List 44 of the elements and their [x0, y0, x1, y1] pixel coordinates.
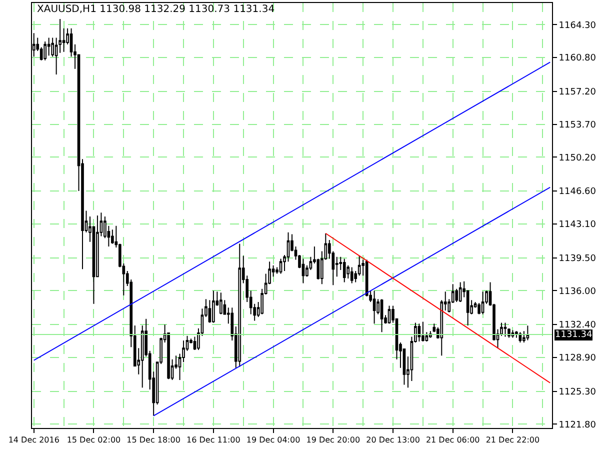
candlestick — [212, 290, 215, 324]
x-tick-label: 16 Dec 11:00 — [186, 436, 240, 445]
candlestick — [302, 258, 305, 284]
y-tick-label: 1157.20 — [558, 88, 596, 98]
candlestick — [111, 229, 114, 244]
candlestick — [418, 323, 421, 342]
x-tick-label: 21 Dec 06:00 — [426, 436, 480, 445]
x-tick-label: 20 Dec 13:00 — [366, 436, 420, 445]
candlestick — [380, 298, 384, 333]
candlestick — [422, 321, 424, 342]
x-tick-label: 21 Dec 22:00 — [486, 436, 540, 445]
chart-title: XAUUSD,H1 1130.98 1132.29 1130.73 1131.34 — [37, 4, 275, 15]
y-tick-label: 1160.80 — [558, 54, 596, 64]
candlestick — [504, 322, 507, 338]
x-tick-label: 15 Dec 18:00 — [126, 436, 180, 445]
candlestick — [526, 325, 530, 341]
candlestick — [342, 258, 346, 283]
candlestick — [47, 37, 50, 56]
y-tick-label: 1139.50 — [558, 254, 596, 264]
x-tick-label: 15 Dec 02:00 — [66, 436, 121, 445]
y-tick-label: 1125.30 — [558, 387, 596, 398]
ref-line-label: 1131.34 — [555, 330, 592, 340]
y-tick-label: 1164.30 — [558, 20, 596, 31]
candlestick — [350, 266, 354, 284]
candlestick — [238, 243, 242, 368]
candlestick — [515, 330, 518, 338]
candlestick — [220, 292, 222, 315]
candlestick — [44, 41, 47, 61]
y-tick-label: 1153.70 — [558, 120, 596, 130]
x-tick-label: 19 Dec 04:00 — [246, 436, 300, 445]
x-tick-label: 14 Dec 2016 — [8, 436, 60, 445]
candlestick — [388, 305, 391, 324]
y-tick-label: 1132.40 — [558, 320, 596, 331]
candlestick — [458, 282, 462, 302]
candlestick — [372, 290, 376, 324]
candlestick — [279, 258, 282, 274]
y-tick-label: 1150.20 — [558, 153, 596, 164]
y-tick-label: 1136.00 — [558, 286, 596, 297]
y-tick-label: 1128.90 — [558, 354, 596, 364]
y-tick-label: 1143.10 — [558, 220, 596, 230]
candlestick — [481, 291, 484, 315]
x-tick-label: 19 Dec 20:00 — [306, 436, 360, 445]
y-tick-label: 1146.60 — [558, 187, 596, 198]
y-tick-label: 1121.80 — [558, 420, 596, 430]
